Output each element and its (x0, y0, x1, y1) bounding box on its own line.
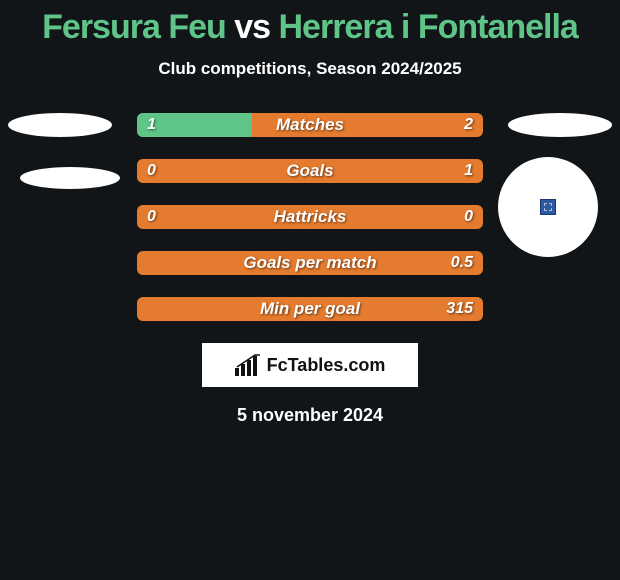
brand-text: FcTables.com (267, 355, 386, 376)
brand-badge: FcTables.com (202, 343, 418, 387)
decor-ellipse (508, 113, 612, 137)
stat-label: Matches (137, 113, 483, 137)
decor-ellipse (8, 113, 112, 137)
stat-bar: Goals per match0.5 (137, 251, 483, 275)
stat-bar: 0Goals1 (137, 159, 483, 183)
stat-bars: 1Matches20Goals10Hattricks0Goals per mat… (137, 113, 483, 321)
stat-label: Goals (137, 159, 483, 183)
stat-bar: Min per goal315 (137, 297, 483, 321)
stat-label: Hattricks (137, 205, 483, 229)
player2-name: Herrera i Fontanella (279, 8, 578, 46)
stat-value-right: 2 (454, 113, 483, 137)
vs-text: vs (234, 8, 270, 46)
stat-bar: 0Hattricks0 (137, 205, 483, 229)
stat-bar: 1Matches2 (137, 113, 483, 137)
stat-value-right: 0 (454, 205, 483, 229)
subtitle: Club competitions, Season 2024/2025 (0, 59, 620, 79)
shield-icon (540, 199, 556, 215)
stat-label: Goals per match (137, 251, 483, 275)
page-title: Fersura Feu vs Herrera i Fontanella (0, 0, 620, 47)
stat-label: Min per goal (137, 297, 483, 321)
bars-ascending-icon (235, 354, 261, 376)
decor-ellipse (498, 157, 598, 257)
decor-ellipse (20, 167, 120, 189)
stat-value-right: 315 (436, 297, 483, 321)
date-text: 5 november 2024 (0, 405, 620, 426)
stat-value-right: 0.5 (441, 251, 483, 275)
comparison-stage: 1Matches20Goals10Hattricks0Goals per mat… (0, 113, 620, 321)
player1-name: Fersura Feu (42, 8, 226, 46)
stat-value-right: 1 (454, 159, 483, 183)
